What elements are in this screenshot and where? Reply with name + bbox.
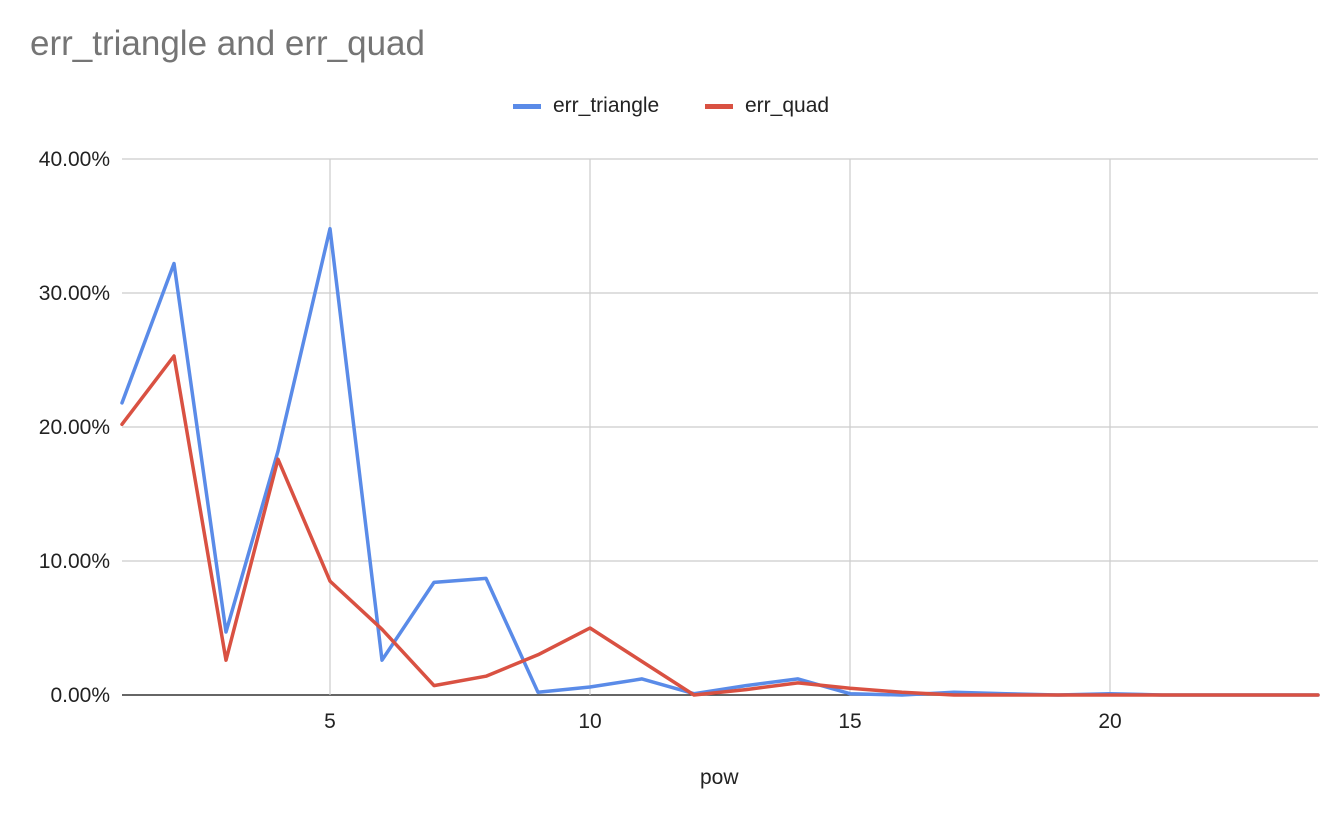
legend-swatch-err-quad: [705, 103, 733, 109]
x-tick-label: 5: [324, 710, 336, 733]
y-tick-label: 20.00%: [39, 416, 110, 439]
legend-label-err-triangle: err_triangle: [553, 94, 660, 117]
legend-item-err-triangle[interactable]: err_triangle: [513, 94, 659, 118]
x-tick-label: 10: [578, 710, 601, 733]
y-tick-label: 40.00%: [39, 148, 110, 171]
legend-item-err-quad[interactable]: err_quad: [705, 94, 829, 118]
y-tick-label: 30.00%: [39, 282, 110, 305]
x-tick-label: 15: [838, 710, 861, 733]
chart-title: err_triangle and err_quad: [30, 24, 425, 63]
legend-label-err-quad: err_quad: [745, 94, 830, 117]
series-line-err-triangle: [120, 226, 1320, 697]
x-tick-label: 20: [1098, 710, 1121, 733]
chart-legend: err_triangle err_quad: [0, 94, 1342, 120]
series-line-err-quad: [120, 354, 1320, 697]
y-tick-label: 0.00%: [50, 684, 110, 707]
x-axis-label: pow: [700, 766, 739, 789]
y-tick-label: 10.00%: [39, 550, 110, 573]
legend-swatch-err-triangle: [513, 103, 541, 109]
